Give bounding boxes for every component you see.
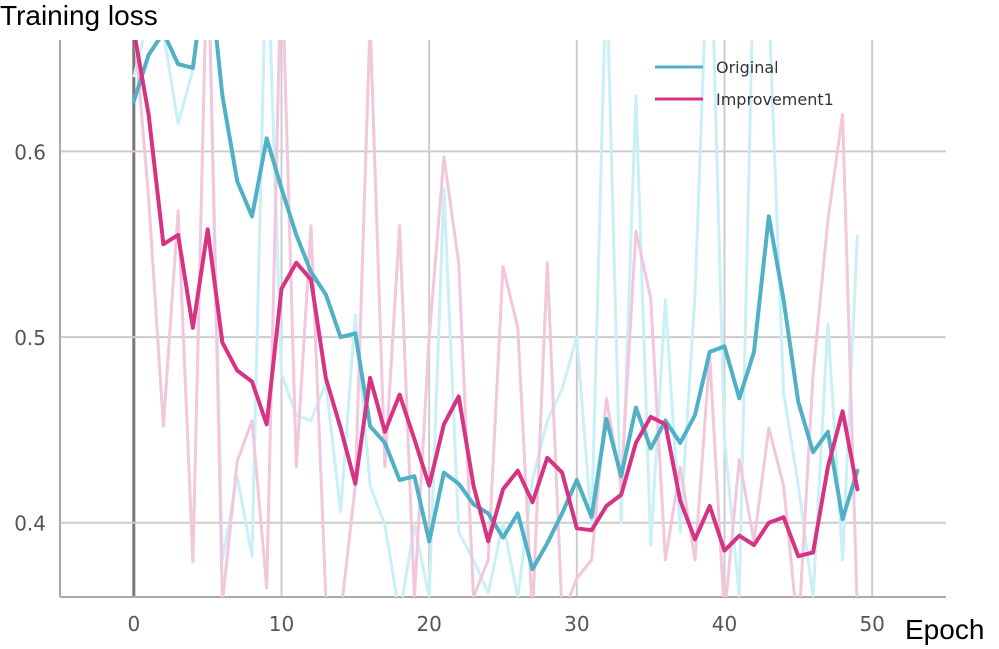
raw-line-improvement1 [133,40,859,597]
legend-label-improvement1: Improvement1 [716,90,834,109]
legend: Original Improvement1 [655,58,834,109]
x-tick-label: 0 [127,612,140,636]
x-axis-label: Epoch [905,614,984,645]
series-line-improvement1 [133,40,860,559]
y-tick-label: 0.5 [14,326,46,350]
tick-labels: 0 10 20 30 40 50 0.4 0.5 0.6 [14,140,885,636]
axes [59,40,946,598]
x-tick-label: 50 [859,612,884,636]
smoothed-series-lines [131,40,860,572]
raw-series-lines [132,40,859,597]
series-line-original [131,40,860,572]
x-tick-label: 30 [564,612,589,636]
y-axis-label: Training loss [0,0,158,31]
x-tick-label: 10 [269,612,294,636]
legend-label-original: Original [716,58,779,77]
x-tick-label: 40 [712,612,737,636]
y-tick-label: 0.4 [14,512,46,536]
y-tick-label: 0.6 [14,140,46,164]
x-tick-label: 20 [416,612,441,636]
